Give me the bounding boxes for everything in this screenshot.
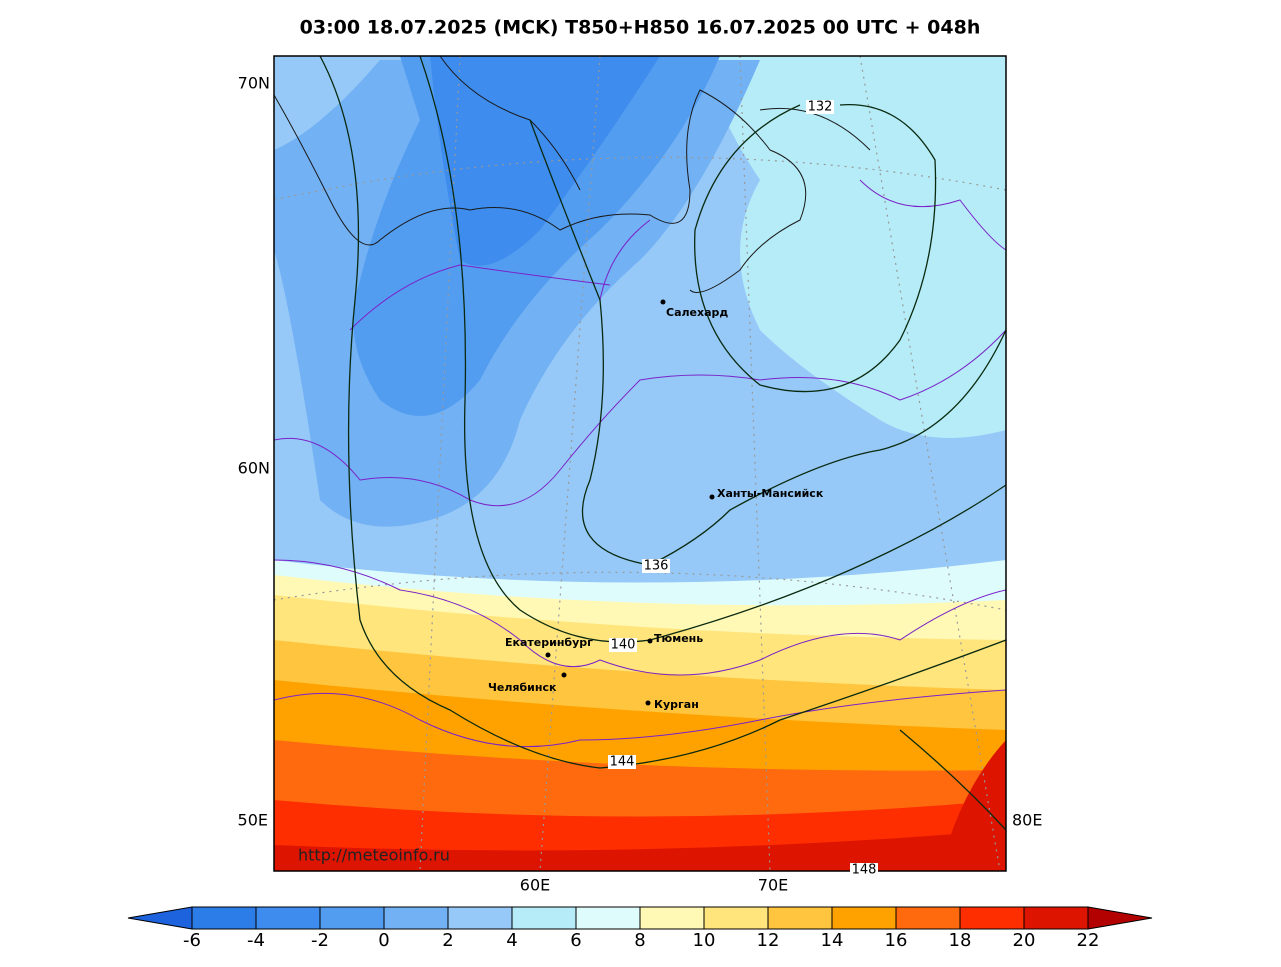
axis-label: 60E: [520, 876, 550, 895]
colorbar-tick-label: 10: [693, 930, 716, 951]
city-label: Салехард: [666, 306, 728, 319]
colorbar-tick-label: 12: [757, 930, 780, 951]
colorbar-tick-label: 2: [442, 930, 453, 951]
graticule: [274, 56, 1006, 871]
colorbar-tick-label: 18: [949, 930, 972, 951]
coastline: [274, 56, 871, 293]
contour-148: [899, 729, 1006, 831]
city-dot: [709, 494, 715, 500]
contour-132: [694, 103, 937, 393]
watermark: http://meteoinfo.ru: [298, 846, 450, 865]
contour-label: 144: [610, 755, 635, 770]
contour-144: [319, 56, 1006, 769]
colorbar-over: [1087, 906, 1153, 930]
colorbar-segment: [1023, 906, 1089, 930]
contour-label-bg: [609, 638, 637, 652]
colorbar-tick-label: -4: [247, 930, 265, 951]
colorbar-tick-label: 8: [634, 930, 645, 951]
field-band: [940, 740, 1006, 871]
colorbar-tick-label: 0: [378, 930, 389, 951]
colorbar-tick-label: 22: [1077, 930, 1100, 951]
colorbar-tick-label: 4: [506, 930, 517, 951]
colorbar-segment: [511, 906, 577, 930]
colorbar-segment: [255, 906, 321, 930]
city-label: Екатеринбург: [505, 636, 593, 649]
colorbar-segment: [831, 906, 897, 930]
colorbar-segment: [319, 906, 385, 930]
colorbar-segment: [703, 906, 769, 930]
city-label: Челябинск: [488, 681, 557, 694]
map-frame: [273, 55, 1007, 872]
city-dot: [647, 638, 653, 644]
colorbar-tick-label: -6: [183, 930, 201, 951]
colorbar-segment: [447, 906, 513, 930]
contour-136: [529, 119, 1006, 566]
colorbar-segment: [383, 906, 449, 930]
axis-label: 70E: [758, 876, 788, 895]
city-dot: [561, 672, 567, 678]
title: 03:00 18.07.2025 (MCK) T850+H850 16.07.2…: [300, 17, 981, 39]
city-dot: [645, 700, 651, 706]
axis-label: 70N: [238, 74, 270, 93]
borders: [274, 179, 1006, 748]
contour-label-bg: [608, 755, 636, 769]
city-label: Курган: [654, 698, 699, 711]
colorbar-segment: [767, 906, 833, 930]
city-dot: [545, 652, 551, 658]
city-label: Тюмень: [654, 632, 703, 645]
contour-label: 140: [611, 638, 636, 653]
colorbar-tick-label: 6: [570, 930, 581, 951]
city-dot: [660, 299, 666, 305]
temperature-field: [274, 56, 1006, 871]
map-lines: [274, 56, 1006, 871]
colorbar-under: [127, 906, 193, 930]
city-label: Ханты-Мансийск: [717, 487, 824, 500]
colorbar-segment: [191, 906, 257, 930]
colorbar-segment: [575, 906, 641, 930]
colorbar-segment: [959, 906, 1025, 930]
colorbar-tick-label: 14: [821, 930, 844, 951]
contour-label: 132: [808, 100, 833, 115]
colorbar-segment: [639, 906, 705, 930]
field-band: [274, 830, 1006, 871]
contour-label-bg: [642, 559, 670, 573]
axis-label: 50E: [238, 811, 268, 830]
axis-label: 60N: [238, 459, 270, 478]
axis-label: 80E: [1012, 811, 1042, 830]
contour-label: 148: [852, 863, 877, 878]
colorbar-tick-label: 20: [1013, 930, 1036, 951]
contour-label: 136: [644, 559, 669, 574]
colorbar-tick-label: 16: [885, 930, 908, 951]
contour-label-bg: [806, 100, 834, 114]
contour-140: [419, 56, 1006, 643]
contour-label-bg: [850, 863, 878, 877]
colorbar-segment: [895, 906, 961, 930]
colorbar-tick-label: -2: [311, 930, 329, 951]
